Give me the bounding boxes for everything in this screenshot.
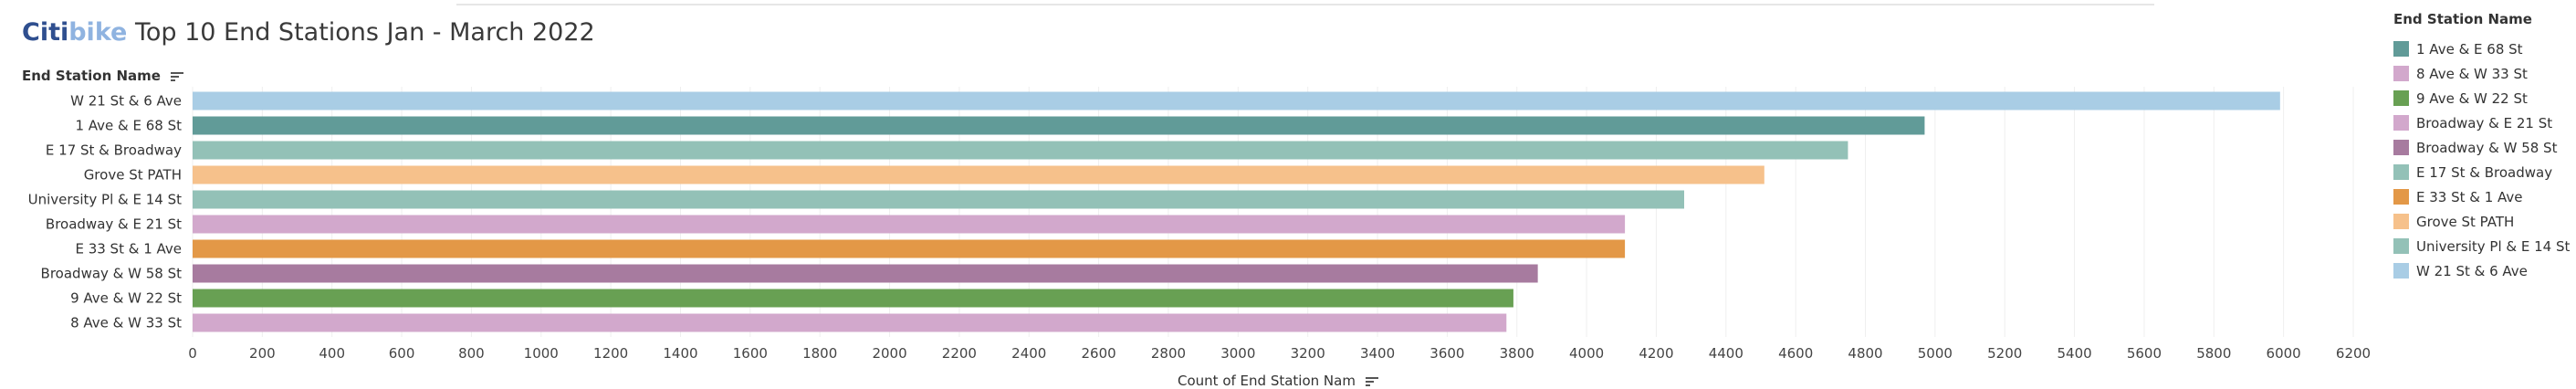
x-tick-label: 3200 [1291,345,1325,362]
row-header[interactable]: End Station Name [22,68,184,84]
legend-items: 1 Ave & E 68 St 8 Ave & W 33 St 9 Ave & W … [2393,37,2572,283]
x-tick-label: 400 [319,345,345,362]
legend-label: University Pl & E 14 St [2416,237,2571,255]
legend-swatch [2393,238,2409,254]
legend-label: 9 Ave & W 22 St [2416,89,2528,107]
legend-item[interactable]: 8 Ave & W 33 St [2393,61,2572,86]
x-tick-label: 6200 [2336,345,2371,362]
brand-logo-bike: bike [68,18,128,47]
bar[interactable] [193,264,1538,283]
top-divider [456,4,2154,5]
bar[interactable] [193,215,1626,234]
category-label: 8 Ave & W 33 St [70,315,182,331]
x-tick-label: 4600 [1778,345,1813,362]
x-tick-label: 2200 [942,345,977,362]
legend-swatch [2393,115,2409,131]
legend-item[interactable]: 9 Ave & W 22 St [2393,86,2572,110]
legend-label: Broadway & E 21 St [2416,114,2553,131]
category-label: E 17 St & Broadway [46,142,182,159]
category-label: W 21 St & 6 Ave [70,93,182,110]
x-tick-label: 2800 [1151,345,1186,362]
x-tick-label: 4800 [1848,345,1882,362]
legend-item[interactable]: 1 Ave & E 68 St [2393,37,2572,61]
x-tick-label: 3800 [1500,345,1534,362]
x-tick-label: 6000 [2267,345,2301,362]
legend-swatch [2393,164,2409,180]
page-title: Citibike Top 10 End Stations Jan - March… [22,18,595,47]
legend-swatch [2393,189,2409,205]
bar[interactable] [193,165,1764,184]
x-axis-title-label: Count of End Station Nam [1178,373,1356,389]
brand-logo-citi: Citi [22,18,69,47]
legend-swatch [2393,90,2409,106]
bar[interactable] [193,289,1513,308]
bar-chart: W 21 St & 6 Ave 1 Ave & E 68 St E 17 St & … [28,87,2371,362]
legend-swatch [2393,41,2409,57]
bar[interactable] [193,116,1925,135]
x-tick-label: 4400 [1709,345,1744,362]
legend-swatch [2393,66,2409,81]
legend-item[interactable]: Broadway & W 58 St [2393,135,2572,160]
legend-item[interactable]: E 17 St & Broadway [2393,160,2572,184]
legend-swatch [2393,214,2409,229]
legend-label: Broadway & W 58 St [2416,139,2558,156]
x-tick-label: 3600 [1429,345,1464,362]
x-tick-label: 4000 [1569,345,1604,362]
x-tick-label: 1600 [733,345,768,362]
legend-swatch [2393,140,2409,155]
legend-item[interactable]: E 33 St & 1 Ave [2393,184,2572,209]
x-tick-label: 4200 [1639,345,1673,362]
legend-item[interactable]: W 21 St & 6 Ave [2393,258,2572,283]
legend-label: W 21 St & 6 Ave [2416,262,2528,279]
x-tick-label: 1800 [802,345,837,362]
category-label: E 33 St & 1 Ave [75,241,182,258]
bar[interactable] [193,141,1848,160]
x-tick-label: 5800 [2196,345,2231,362]
category-label: Broadway & W 58 St [41,266,183,282]
legend-label: E 33 St & 1 Ave [2416,188,2523,205]
x-tick-label: 3400 [1360,345,1395,362]
legend: End Station Name 1 Ave & E 68 St 8 Ave & … [2393,11,2572,283]
x-tick-label: 600 [389,345,415,362]
x-tick-label: 1000 [524,345,559,362]
bar[interactable] [193,91,2280,110]
x-axis-title[interactable]: Count of End Station Nam [1178,373,1378,389]
x-tick-label: 5200 [1987,345,2022,362]
chart-title: Top 10 End Stations Jan - March 2022 [134,18,595,47]
category-label: Grove St PATH [84,167,182,184]
x-tick-label: 5000 [1918,345,1953,362]
x-tick-label: 5400 [2057,345,2091,362]
x-tick-label: 1200 [593,345,628,362]
x-tick-label: 3000 [1220,345,1255,362]
category-label: 9 Ave & W 22 St [70,290,182,307]
legend-item[interactable]: Broadway & E 21 St [2393,110,2572,135]
bar[interactable] [193,313,1507,332]
x-tick-label: 2600 [1082,345,1116,362]
row-header-label: End Station Name [22,68,161,84]
x-tick-label: 200 [249,345,276,362]
x-tick-label: 800 [458,345,485,362]
category-label: Broadway & E 21 St [46,216,182,233]
x-tick-label: 1400 [663,345,697,362]
legend-item[interactable]: University Pl & E 14 St [2393,234,2572,258]
x-tick-label: 5600 [2127,345,2162,362]
x-tick-label: 2400 [1011,345,1046,362]
legend-title: End Station Name [2393,11,2532,27]
legend-label: Grove St PATH [2416,213,2515,230]
legend-label: 1 Ave & E 68 St [2416,40,2523,58]
x-tick-label: 2000 [872,345,906,362]
category-label: University Pl & E 14 St [28,192,183,208]
sort-icon[interactable] [171,71,184,82]
category-label: 1 Ave & E 68 St [75,118,182,134]
legend-label: 8 Ave & W 33 St [2416,65,2528,82]
bar[interactable] [193,239,1626,258]
x-tick-label: 0 [188,345,197,362]
legend-label: E 17 St & Broadway [2416,163,2553,181]
bar[interactable] [193,190,1684,209]
legend-swatch [2393,263,2409,279]
legend-item[interactable]: Grove St PATH [2393,209,2572,234]
